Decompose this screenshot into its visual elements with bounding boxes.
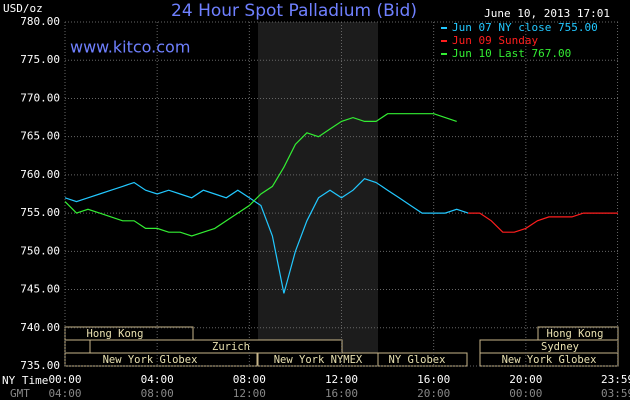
gmt-tick-label: 20:00 <box>417 387 450 400</box>
y-tick-label: 765.00 <box>20 130 60 143</box>
session-label: New York Globex <box>103 354 198 366</box>
y-tick-label: 775.00 <box>20 53 60 66</box>
x-tick-label: 00:00 <box>48 373 81 386</box>
gmt-label: GMT <box>10 387 30 400</box>
x-tick-label: 04:00 <box>141 373 174 386</box>
x-tick-label: 12:00 <box>325 373 358 386</box>
legend-entry: Jun 09 Sunday <box>452 34 538 47</box>
y-tick-label: 740.00 <box>20 321 60 334</box>
gmt-tick-label: 08:00 <box>141 387 174 400</box>
y-tick-label: 760.00 <box>20 168 60 181</box>
y-tick-label: 735.00 <box>20 359 60 372</box>
series-line <box>64 113 457 237</box>
session-label: Zurich <box>212 341 250 353</box>
gmt-tick-label: 04:00 <box>48 387 81 400</box>
x-tick-label: 23:59 <box>601 373 630 386</box>
x-axis-label: NY Time <box>2 374 48 387</box>
legend-entry: Jun 10 Last 767.00 <box>452 47 571 60</box>
session-label: New York NYMEX <box>274 354 363 366</box>
series-line <box>64 178 469 294</box>
series-line <box>468 212 618 233</box>
session-label: NY Globex <box>389 354 446 366</box>
x-tick-label: 16:00 <box>417 373 450 386</box>
y-tick-label: 750.00 <box>20 244 60 257</box>
session-box <box>64 339 91 354</box>
legend-entry: Jun 07 NY close 755.00 <box>452 21 598 34</box>
x-tick-label: 20:00 <box>509 373 542 386</box>
y-axis-label: USD/oz <box>3 2 43 15</box>
gmt-tick-label: 16:00 <box>325 387 358 400</box>
session-label: Sydney <box>541 341 579 353</box>
nymex-shade <box>258 22 378 366</box>
watermark: www.kitco.com <box>70 38 190 57</box>
sessions: Hong Kong Hong Kong Zurich Sydney New Yo… <box>64 326 619 367</box>
gmt-tick-label: 12:00 <box>233 387 266 400</box>
session-label: New York Globex <box>502 354 597 366</box>
y-tick-label: 770.00 <box>20 91 60 104</box>
y-tick-label: 780.00 <box>20 15 60 28</box>
session-label: Hong Kong <box>547 328 604 340</box>
timestamp: June 10, 2013 17:01 <box>484 7 610 20</box>
session-label: Hong Kong <box>87 328 144 340</box>
x-tick-label: 08:00 <box>233 373 266 386</box>
gmt-tick-label: 03:59 <box>601 387 630 400</box>
gmt-tick-label: 00:00 <box>509 387 542 400</box>
chart-title: 24 Hour Spot Palladium (Bid) <box>171 1 417 21</box>
y-tick-label: 745.00 <box>20 283 60 296</box>
y-tick-label: 755.00 <box>20 206 60 219</box>
